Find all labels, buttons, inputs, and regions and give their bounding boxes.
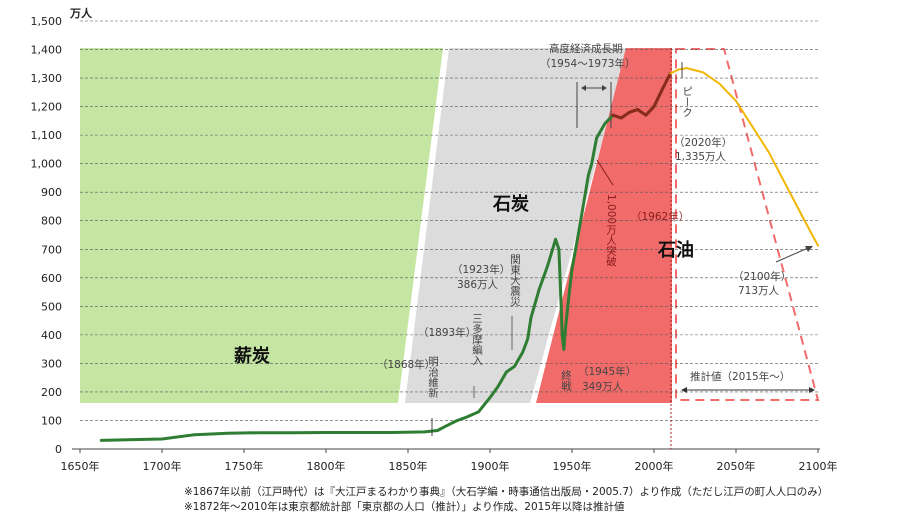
million-label: 1,000万人突破 [605, 194, 617, 267]
y-tick-label: 900 [41, 186, 62, 199]
x-tick-label: 1750年 [225, 459, 264, 473]
footnote-1: ※1867年以前（江戸時代）は『大江戸まるわかり事典』（大石学編・時事通信出版局… [184, 485, 828, 498]
era-label-firewood: 薪炭 [234, 345, 270, 367]
high-growth-label: 高度経済成長期 [549, 42, 623, 55]
tama-year: （1893年） [418, 326, 476, 339]
peak-year: （2020年） [674, 136, 732, 149]
y-tick-label: 0 [55, 443, 62, 456]
x-tick-label: 1850年 [389, 459, 428, 473]
projection-label: 推計値（2015年～） [690, 370, 790, 383]
series-line-0 [99, 72, 672, 442]
population-series [99, 67, 819, 442]
y-tick-label: 1,300 [31, 72, 63, 85]
end-pointer-head [805, 246, 813, 252]
y-tick-label: 200 [41, 386, 62, 399]
y-tick-label: 400 [41, 329, 62, 342]
x-tick-label: 2000年 [635, 459, 674, 473]
high-growth-period-marker [576, 82, 612, 128]
y-tick-label: 1,500 [31, 15, 63, 28]
war-year: （1945年） [578, 365, 636, 378]
energy-bands [80, 48, 820, 403]
y-unit-label: 万人 [69, 6, 93, 20]
end-value: 713万人 [738, 285, 780, 297]
peak-label: ピーク [681, 86, 693, 118]
y-tick-label: 1,200 [31, 101, 63, 114]
y-tick-label: 300 [41, 357, 62, 370]
y-tick-label: 100 [41, 414, 62, 427]
series-line-1 [611, 72, 672, 120]
projection-arrow [681, 387, 815, 393]
x-axis-ticks: 1650年 1700年 1750年 1800年 1850年 1900年 1950年 2000年… [61, 449, 838, 473]
x-tick-label: 1950年 [553, 459, 592, 473]
band-oil [536, 48, 672, 403]
x-tick-label: 1650年 [61, 459, 100, 473]
grid-lines [80, 20, 818, 421]
quake-year: （1923年） [452, 263, 510, 276]
y-tick-label: 500 [41, 300, 62, 313]
y-tick-label: 600 [41, 272, 62, 285]
end-pointer [775, 247, 809, 263]
million-pointer [596, 159, 614, 186]
y-axis-ticks: 0 100 200 300 400 500 600 700 800 900 1,000 1,100 1,… [31, 15, 63, 456]
series-line-2 [669, 67, 819, 247]
y-tick-label: 700 [41, 243, 62, 256]
band-coal [405, 48, 628, 403]
war-label: 終戦 [560, 369, 572, 392]
x-tick-label: 2050年 [717, 459, 756, 473]
tama-label: 三多摩編入 [471, 313, 483, 366]
quake-value: 386万人 [457, 279, 499, 291]
war-value: 349万人 [582, 381, 624, 393]
x-tick-label: 2100年 [799, 459, 838, 473]
y-tick-label: 1,100 [31, 129, 63, 142]
era-label-coal: 石炭 [492, 193, 529, 215]
band-firewood [80, 48, 443, 403]
y-tick-label: 800 [41, 215, 62, 228]
quake-label: 関東大震災 [509, 254, 521, 307]
y-tick-label: 1,400 [31, 44, 63, 57]
peak-value: 1,335万人 [675, 151, 727, 163]
footnote-2: ※1872年～2010年は東京都統計部「東京都の人口（推計）」より作成、2015… [184, 500, 625, 513]
x-tick-label: 1800年 [307, 459, 346, 473]
era-label-oil: 石油 [657, 239, 694, 261]
meiji-label: 明治維新 [427, 356, 439, 399]
million-year: （1962年） [631, 210, 689, 223]
high-growth-range: （1954～1973年） [540, 57, 635, 70]
end-year: （2100年） [733, 270, 791, 283]
x-tick-label: 1900年 [471, 459, 510, 473]
meiji-year: （1868年） [377, 358, 435, 371]
band-projection [675, 48, 820, 401]
y-tick-label: 1,000 [31, 158, 63, 171]
x-tick-label: 1700年 [143, 459, 182, 473]
